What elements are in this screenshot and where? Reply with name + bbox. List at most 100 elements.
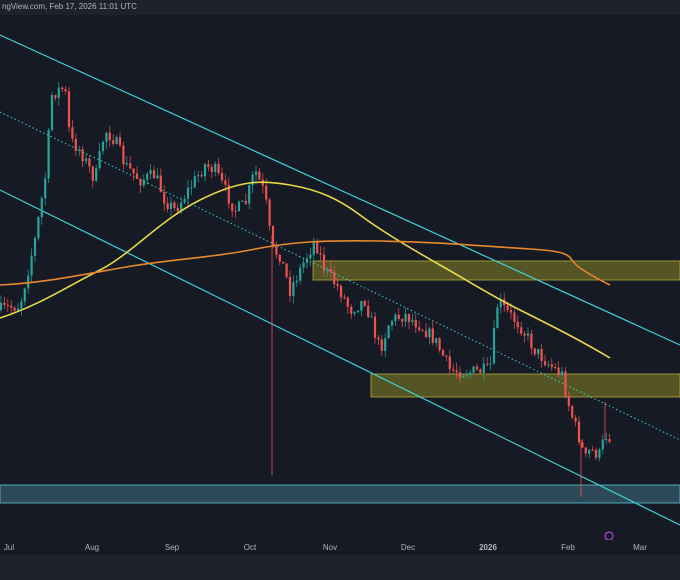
channel-upper <box>0 34 680 346</box>
candle-body <box>336 284 339 287</box>
candle-body <box>61 87 64 90</box>
candle-body <box>237 201 241 212</box>
resistance-zone <box>312 260 680 281</box>
time-label: Nov <box>323 543 337 552</box>
candle-body <box>176 207 179 212</box>
header-bar <box>0 0 680 15</box>
candle-body <box>163 192 166 204</box>
candle-body <box>472 366 475 373</box>
candle-body <box>64 89 67 92</box>
candle-body <box>149 170 152 174</box>
candle-body <box>326 269 329 271</box>
candle-body <box>431 328 434 343</box>
candle-body <box>343 297 346 299</box>
candle-body <box>183 198 186 203</box>
candles <box>0 82 611 497</box>
candle-body <box>254 171 258 175</box>
candle-body <box>44 178 47 199</box>
time-axis <box>0 540 680 555</box>
candle-body <box>197 175 200 177</box>
candle-body <box>537 348 540 355</box>
candle-body <box>271 225 275 247</box>
candle-body <box>458 372 462 378</box>
candle-body <box>367 305 370 317</box>
candle-body <box>135 173 139 179</box>
candle-body <box>227 184 230 204</box>
candle-body <box>452 369 455 371</box>
candle-body <box>88 158 91 167</box>
candle-body <box>584 447 587 454</box>
candle-body <box>169 202 173 209</box>
candle-body <box>305 258 309 263</box>
candle-body <box>37 217 40 239</box>
candle-body <box>608 439 611 443</box>
candle-body <box>333 272 336 285</box>
candle-body <box>122 145 125 165</box>
candle-body <box>445 355 448 357</box>
candle-body <box>428 328 431 338</box>
candle-body <box>404 314 407 322</box>
candle-body <box>207 164 210 168</box>
candle-body <box>132 168 135 174</box>
time-label: Jul <box>4 543 14 552</box>
candle-body <box>441 350 445 356</box>
moving-average-200 <box>0 239 611 286</box>
candle-body <box>533 348 536 355</box>
candle-body <box>101 141 105 152</box>
candle-body <box>95 168 98 181</box>
candle-body <box>186 187 190 199</box>
candle-body <box>265 185 268 200</box>
candle-body <box>509 310 513 313</box>
candle-body <box>200 175 203 177</box>
candle-body <box>159 175 162 193</box>
candle-body <box>588 449 591 454</box>
candle-body <box>54 95 57 98</box>
candle-body <box>146 173 149 180</box>
candle-body <box>390 320 394 326</box>
candle-body <box>492 328 496 364</box>
time-label: Aug <box>85 543 99 552</box>
candle-body <box>370 316 373 318</box>
candle-body <box>475 366 479 370</box>
candle-body <box>98 151 101 169</box>
candle-body <box>166 203 169 209</box>
candle-body <box>594 449 598 458</box>
candle-body <box>496 307 499 329</box>
candle-body <box>601 439 604 450</box>
candle-body <box>251 174 254 186</box>
candle-body <box>217 163 220 174</box>
candle-body <box>339 286 343 298</box>
candle-body <box>292 282 295 296</box>
candle-body <box>142 179 145 186</box>
candle-body <box>407 314 411 322</box>
candle-body <box>530 333 533 349</box>
candle-body <box>557 367 560 376</box>
candle-body <box>224 180 227 185</box>
candle-body <box>203 164 207 177</box>
candle-body <box>523 333 526 336</box>
candle-body <box>299 267 302 281</box>
candle-body <box>288 276 292 296</box>
candle-body <box>513 312 516 322</box>
candle-body <box>40 198 43 218</box>
candle-body <box>295 280 298 283</box>
candle-body <box>540 348 543 361</box>
channel-lower <box>0 189 680 526</box>
candle-body <box>50 95 54 131</box>
candle-body <box>139 178 142 186</box>
header-source: ngView.com, Feb 17, 2026 11:01 UTC <box>2 2 137 11</box>
candle-body <box>108 132 111 141</box>
candle-body <box>190 187 193 189</box>
candle-body <box>23 288 26 302</box>
candle-body <box>577 421 581 443</box>
candle-body <box>567 396 570 407</box>
candle-body <box>3 302 6 305</box>
candle-body <box>360 300 363 311</box>
candle-body <box>220 173 224 181</box>
time-label: Feb <box>561 543 575 552</box>
candle-body <box>129 163 132 169</box>
candle-body <box>258 171 261 180</box>
candle-body <box>424 330 428 338</box>
candle-body <box>526 333 530 336</box>
